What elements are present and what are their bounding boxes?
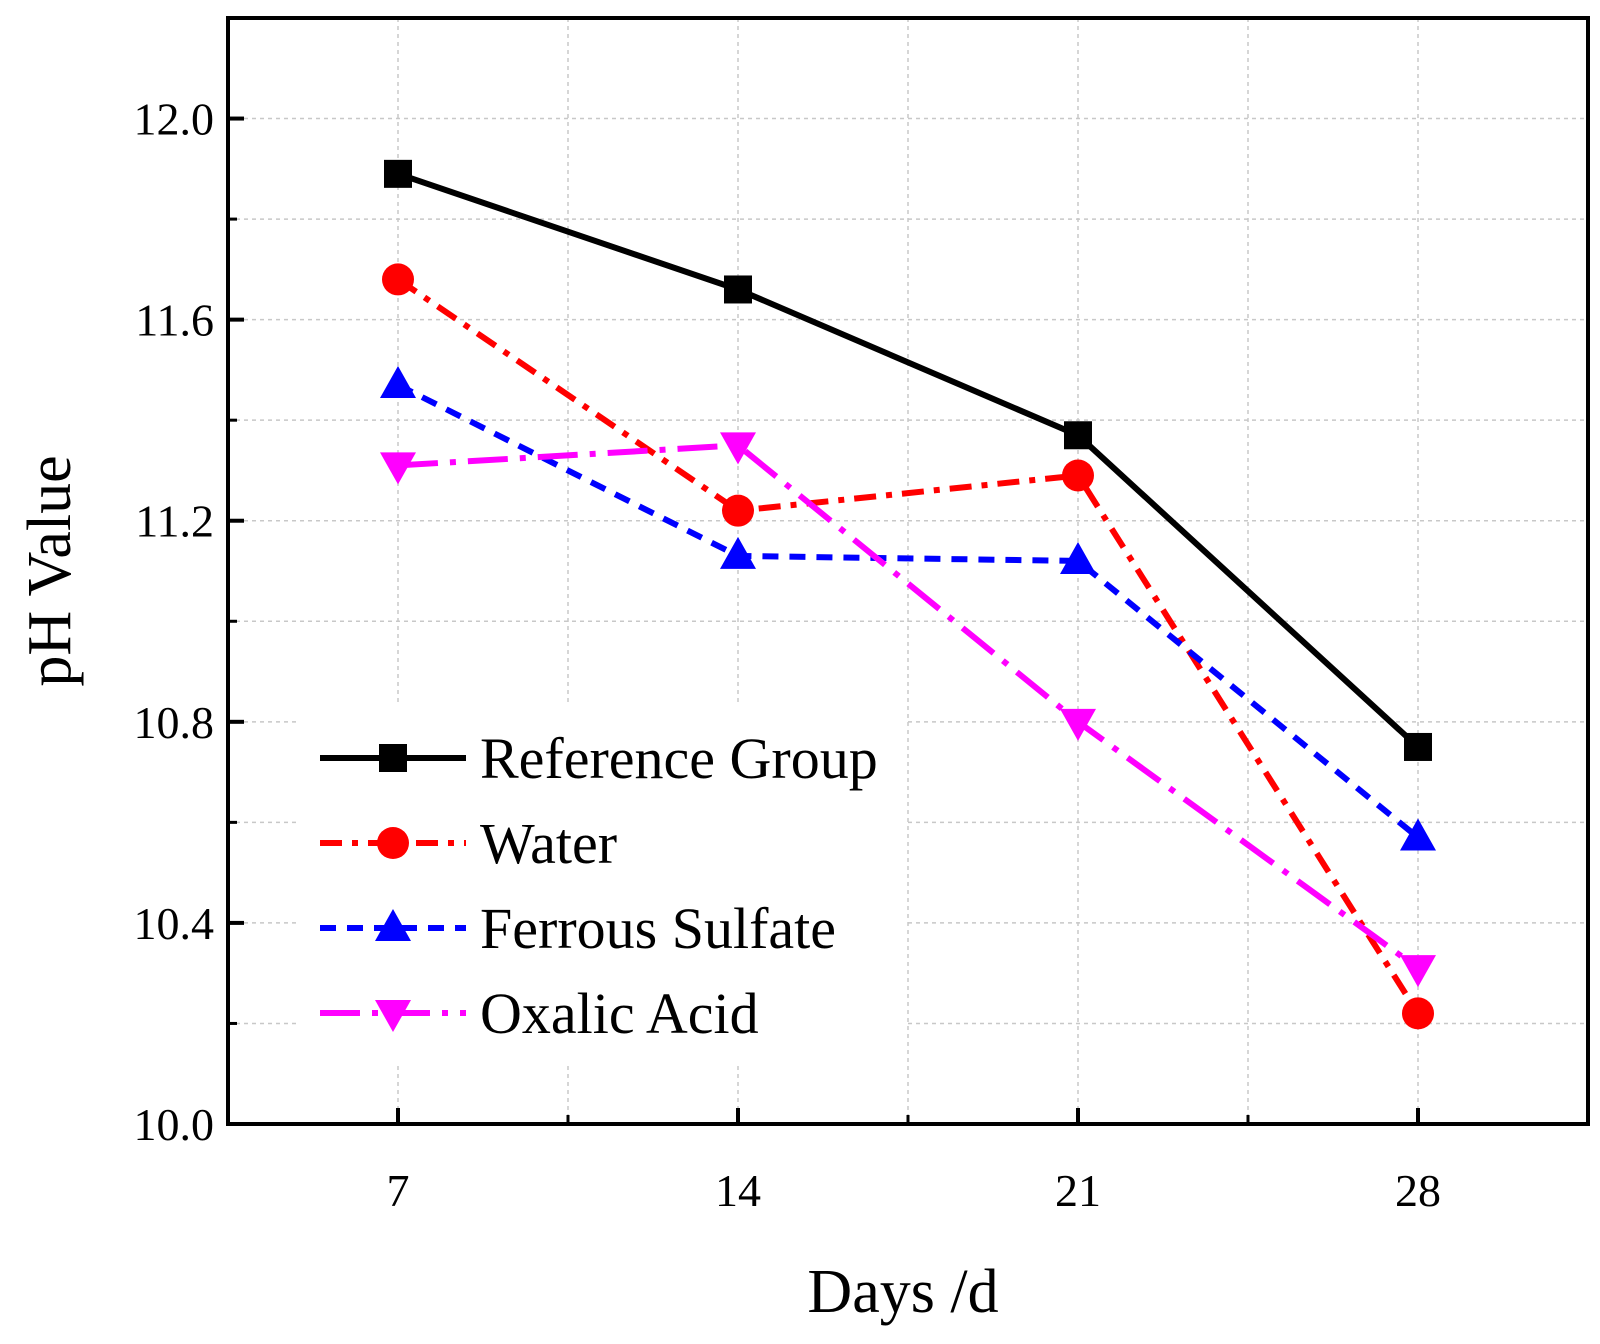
y-tick-label: 12.0: [134, 94, 215, 145]
data-point: [380, 365, 416, 398]
grid: [228, 18, 1588, 1124]
legend-item: Reference Group: [320, 726, 878, 791]
legend-label: Water: [480, 811, 617, 876]
legend-marker: [375, 1000, 411, 1032]
series-reference-group: [384, 159, 1432, 761]
data-point: [1062, 459, 1094, 492]
data-point: [384, 159, 412, 188]
ticks: 10.0 10.4 10.8 11.2 11.6 12.0 7 14 21 28: [134, 94, 1442, 1216]
y-tick-label: 10.4: [134, 898, 215, 949]
x-tick-label: 7: [387, 1165, 410, 1216]
series-line: [396, 276, 1421, 1016]
legend-label: Oxalic Acid: [480, 981, 759, 1046]
data-point: [382, 263, 414, 296]
legend-marker: [379, 744, 407, 772]
series-water: [382, 263, 1434, 1030]
data-point: [1402, 997, 1434, 1030]
x-tick-label: 21: [1055, 1165, 1101, 1216]
legend-marker: [375, 909, 411, 941]
data-point: [1400, 955, 1436, 988]
legend-item: Ferrous Sulfate: [320, 896, 836, 961]
data-point: [380, 452, 416, 485]
series-line: [397, 442, 1420, 971]
series-ferrous-sulfate: [380, 365, 1436, 851]
data-point: [720, 432, 756, 465]
data-point: [1404, 732, 1432, 761]
data-point: [1060, 708, 1096, 741]
axis-labels: Days /d pH Value: [16, 455, 999, 1326]
y-tick-label: 10.8: [134, 697, 215, 748]
legend-label: Reference Group: [480, 726, 878, 791]
series: [380, 159, 1436, 1030]
x-tick-label: 14: [715, 1165, 761, 1216]
data-point: [724, 275, 752, 304]
legend-item: Water: [320, 811, 617, 876]
data-point: [1060, 541, 1096, 574]
series-line: [396, 382, 1420, 840]
data-point: [720, 536, 756, 569]
y-axis-title: pH Value: [16, 455, 84, 686]
x-axis-title: Days /d: [807, 1258, 998, 1326]
x-tick-label: 28: [1395, 1165, 1441, 1216]
legend: Reference Group Water Ferrous Sulfate Oxali…: [296, 706, 906, 1066]
y-tick-label: 11.6: [135, 295, 214, 346]
y-tick-label: 11.2: [135, 496, 214, 547]
series-line: [397, 171, 1421, 750]
legend-label: Ferrous Sulfate: [480, 896, 836, 961]
legend-item: Oxalic Acid: [320, 981, 759, 1046]
series-oxalic-acid: [380, 432, 1436, 988]
data-point: [1064, 421, 1092, 450]
data-point: [1400, 818, 1436, 851]
data-point: [722, 494, 754, 527]
legend-marker: [377, 827, 409, 859]
y-tick-label: 10.0: [134, 1099, 215, 1150]
